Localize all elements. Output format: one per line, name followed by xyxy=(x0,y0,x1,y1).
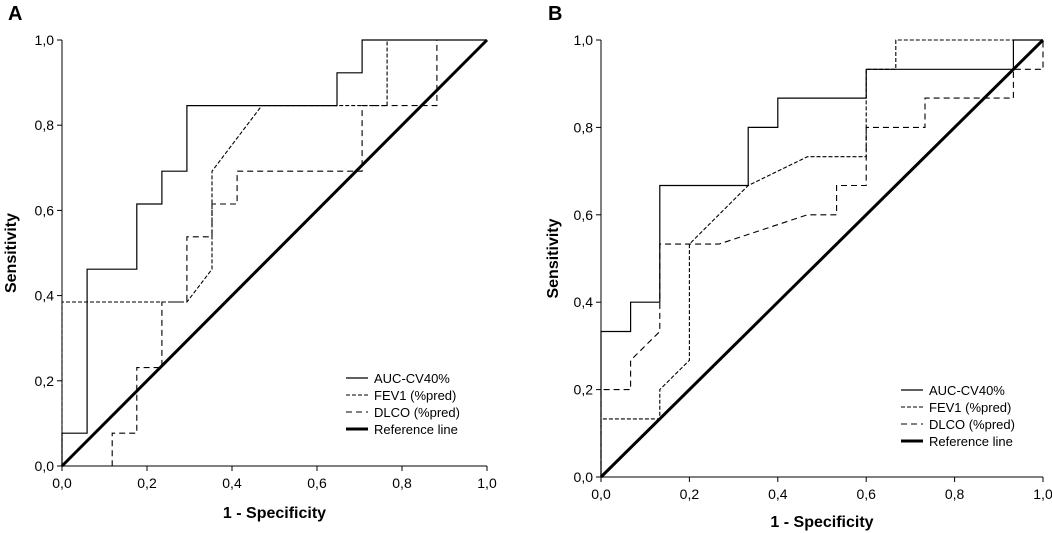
legend-label: Reference line xyxy=(374,422,458,437)
x-tick-label: 0,0 xyxy=(52,475,72,491)
y-tick-label: 0,6 xyxy=(35,202,55,218)
series-line-reference-line xyxy=(599,38,1045,479)
legend: AUC-CV40% FEV1 (%pred) DLCO (%pred) Referen… xyxy=(346,371,460,437)
y-tick-label: 0,0 xyxy=(35,458,55,474)
y-tick-label: 0,4 xyxy=(35,288,55,304)
y-tick-label: 1,0 xyxy=(35,32,55,48)
y-tick-label: 0,4 xyxy=(574,294,594,310)
legend-label: AUC-CV40% xyxy=(374,371,450,386)
legend-label: FEV1 (%pred) xyxy=(929,400,1011,415)
x-tick-label: 0,4 xyxy=(768,486,788,502)
series-line-dlco-pred xyxy=(62,39,487,467)
y-tick-label: 0,6 xyxy=(574,207,594,223)
x-tick-label: 0,6 xyxy=(856,486,876,502)
series-line-auc-cv40 xyxy=(600,39,1043,477)
y-axis-title: Sensitivity xyxy=(545,218,562,298)
series-line-reference-line xyxy=(60,38,489,468)
x-tick-label: 0,2 xyxy=(680,486,700,502)
series-line-fev1-pred xyxy=(61,39,487,466)
x-tick-label: 0,4 xyxy=(222,475,242,491)
legend-label: AUC-CV40% xyxy=(929,383,1005,398)
y-tick-label: 0,8 xyxy=(574,119,594,135)
chart-panel-a: A 0,0 0,2 0,4 0,6 0,8 1,0 0,0 0,2 0,4 0,6 0,8 1,0 1 -… xyxy=(3,3,497,522)
x-axis-title: 1 - Specificity xyxy=(223,505,326,522)
x-tick-label: 0,0 xyxy=(591,486,611,502)
panel-label: B xyxy=(548,3,562,25)
x-tick-label: 0,8 xyxy=(945,486,965,502)
x-tick-label: 0,6 xyxy=(307,475,327,491)
series-line-auc-cv40 xyxy=(61,39,487,466)
panel-label: A xyxy=(8,3,22,25)
x-tick-label: 1,0 xyxy=(1033,486,1052,502)
legend-label: FEV1 (%pred) xyxy=(374,388,456,403)
y-tick-label: 0,2 xyxy=(574,382,594,398)
y-tick-label: 0,0 xyxy=(574,469,594,485)
x-axis-title: 1 - Specificity xyxy=(770,514,873,531)
y-tick-label: 0,2 xyxy=(35,373,55,389)
y-axis-title: Sensitivity xyxy=(3,213,20,293)
legend-label: DLCO (%pred) xyxy=(374,405,460,420)
x-tick-label: 0,8 xyxy=(392,475,412,491)
x-tick-label: 1,0 xyxy=(477,475,497,491)
y-tick-label: 0,8 xyxy=(35,117,55,133)
x-tick-label: 0,2 xyxy=(137,475,157,491)
chart-panel-b: B 0,0 0,2 0,4 0,6 0,8 1,0 0,0 0,2 0,4 0,6 0,8 1,0 1 -… xyxy=(545,3,1052,531)
legend-label: DLCO (%pred) xyxy=(929,417,1015,432)
legend-label: Reference line xyxy=(929,434,1013,449)
legend: AUC-CV40% FEV1 (%pred) DLCO (%pred) Referen… xyxy=(901,383,1015,449)
y-tick-label: 1,0 xyxy=(574,32,594,48)
